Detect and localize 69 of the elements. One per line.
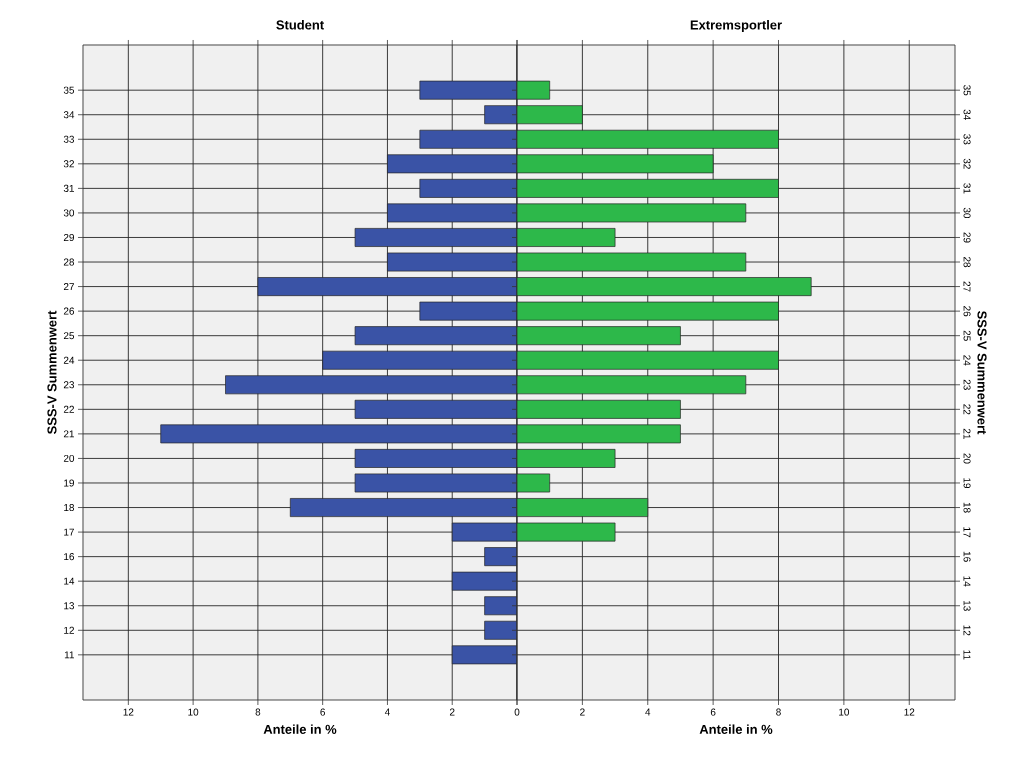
x-tick-label: 4 <box>645 708 651 716</box>
x-tick-label: 10 <box>188 708 199 716</box>
y-tick-label: 18 <box>963 502 971 513</box>
x-tick-label: 0 <box>514 708 520 716</box>
y-tick-label: 34 <box>963 109 971 120</box>
x-tick-label: 4 <box>384 708 390 716</box>
y-tick-label: 23 <box>63 381 75 389</box>
y-tick-label: 33 <box>63 135 75 143</box>
y-tick-label: 24 <box>963 355 971 366</box>
y-tick-label: 35 <box>63 86 75 94</box>
x-tick-label: 8 <box>255 708 261 716</box>
y-tick-label: 21 <box>63 430 74 438</box>
y-tick-label: 32 <box>963 158 971 169</box>
y-tick-label: 25 <box>63 332 75 340</box>
y-axis-title: SSS-V Summenwert <box>977 310 987 435</box>
y-tick-label: 11 <box>963 650 971 660</box>
y-tick-label: 35 <box>963 85 971 96</box>
bar <box>451 645 517 665</box>
y-tick-label: 28 <box>963 256 971 268</box>
x-tick-label: 6 <box>320 708 326 716</box>
y-tick-label: 18 <box>64 504 75 512</box>
y-tick-label: 12 <box>963 625 971 636</box>
y-tick-label: 20 <box>963 453 971 464</box>
x-axis-title: Anteile in % <box>263 724 337 734</box>
y-tick-label: 33 <box>963 134 971 145</box>
y-tick-label: 17 <box>963 527 971 538</box>
y-tick-label: 16 <box>963 551 971 562</box>
y-tick-label: 31 <box>963 183 971 194</box>
y-tick-label: 30 <box>963 207 971 219</box>
y-tick-label: 28 <box>63 258 75 266</box>
y-tick-label: 31 <box>63 184 74 192</box>
y-tick-label: 27 <box>963 281 971 292</box>
y-tick-label: 12 <box>64 626 74 634</box>
y-tick-label: 14 <box>64 577 75 585</box>
y-tick-label: 30 <box>63 209 75 217</box>
y-tick-label: 17 <box>64 528 74 536</box>
x-tick-label: 10 <box>839 708 850 716</box>
x-axis-title: Anteile in % <box>699 724 773 734</box>
x-tick-label: 12 <box>123 708 134 716</box>
x-tick-label: 8 <box>776 708 781 716</box>
x-tick-label: 6 <box>710 708 716 716</box>
y-tick-label: 24 <box>63 356 75 364</box>
x-tick-label: 2 <box>580 708 585 716</box>
y-tick-label: 26 <box>63 307 75 315</box>
y-tick-label: 19 <box>64 479 75 487</box>
y-tick-label: 16 <box>64 553 75 561</box>
y-tick-label: 29 <box>63 233 75 241</box>
y-tick-label: 20 <box>63 454 75 462</box>
y-tick-label: 29 <box>963 232 971 243</box>
y-tick-label: 27 <box>63 283 74 291</box>
y-tick-label: 13 <box>963 600 971 611</box>
y-tick-label: 13 <box>64 602 75 610</box>
y-tick-label: 19 <box>963 478 971 489</box>
y-tick-label: 23 <box>963 379 971 390</box>
y-tick-label: 25 <box>963 330 971 341</box>
y-tick-label: 11 <box>64 651 74 659</box>
x-tick-label: 2 <box>449 708 455 716</box>
y-tick-label: 22 <box>63 405 74 413</box>
y-tick-label: 14 <box>963 576 971 587</box>
x-tick-label: 12 <box>904 708 915 716</box>
y-tick-label: 22 <box>963 404 971 415</box>
bar <box>451 571 517 591</box>
y-tick-label: 26 <box>963 306 971 317</box>
y-axis-title: SSS-V Summenwert <box>47 310 57 435</box>
chart-title: Extremsportler <box>690 20 782 33</box>
y-tick-label: 34 <box>63 111 75 119</box>
y-tick-label: 32 <box>63 160 74 168</box>
chart-title: Student <box>276 20 324 30</box>
y-tick-label: 21 <box>963 428 971 439</box>
